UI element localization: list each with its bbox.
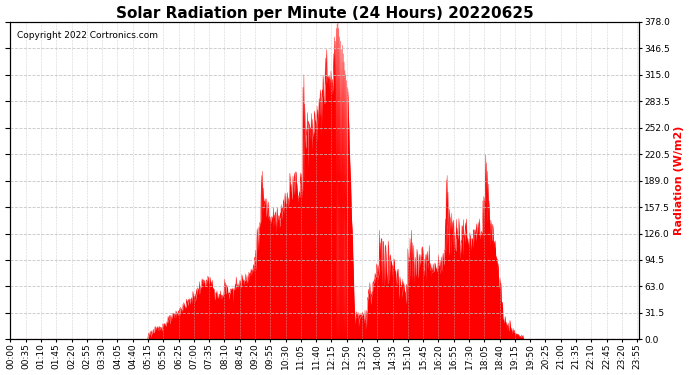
Title: Solar Radiation per Minute (24 Hours) 20220625: Solar Radiation per Minute (24 Hours) 20… <box>116 6 533 21</box>
Y-axis label: Radiation (W/m2): Radiation (W/m2) <box>674 126 684 235</box>
Text: Copyright 2022 Cortronics.com: Copyright 2022 Cortronics.com <box>17 31 158 40</box>
